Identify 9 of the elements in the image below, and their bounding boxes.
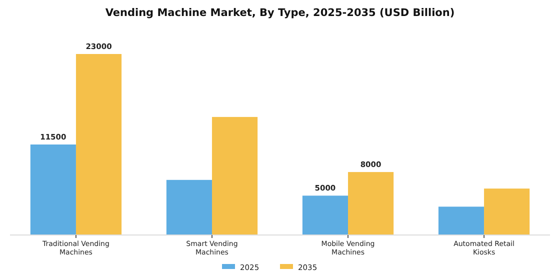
bar (484, 188, 530, 235)
bar (302, 196, 348, 235)
bar (30, 144, 76, 235)
chart-title: Vending Machine Market, By Type, 2025-2035 (USD Billion) (105, 7, 455, 19)
bar (212, 116, 258, 235)
bar (438, 206, 484, 235)
bar (166, 180, 212, 235)
bar (348, 172, 394, 235)
bar (76, 54, 122, 235)
